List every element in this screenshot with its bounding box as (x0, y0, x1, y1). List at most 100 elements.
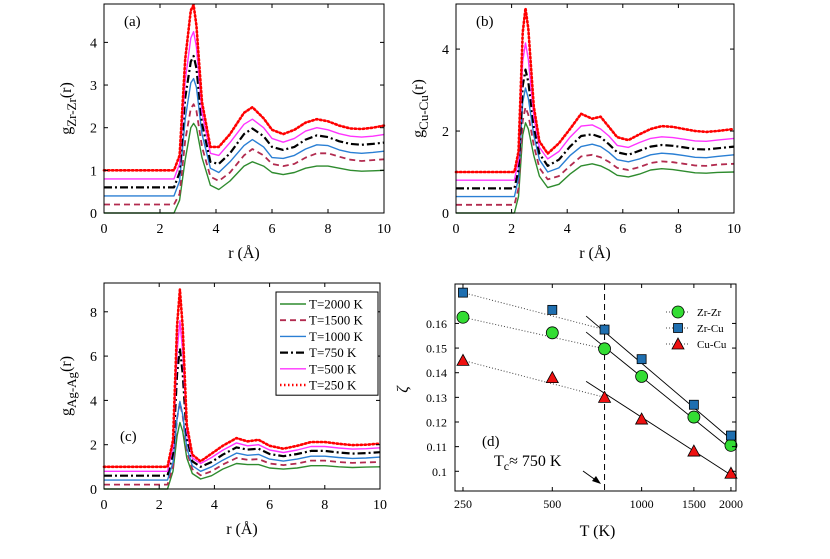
x-tick-label: 10 (727, 222, 741, 237)
y-tick-label: 0.15 (426, 342, 447, 356)
x-tick-label: 10 (373, 498, 387, 513)
plot-frame (454, 283, 737, 492)
y-tick-label: 1 (90, 164, 97, 179)
series-line-t-500-k (456, 42, 735, 181)
y-tick-label: 2 (90, 122, 97, 137)
data-point-cu-cu (724, 466, 738, 479)
x-tick-label: 8 (675, 222, 682, 237)
x-tick-label: 6 (266, 498, 273, 513)
fit-low-line (462, 316, 605, 350)
x-tick-label: 4 (564, 222, 571, 237)
x-axis-label: r (Å) (228, 244, 260, 262)
panel-d: 250 500 1000 1500 2000 0.1 0.11 0.12 0.13 0.14 0.1… (395, 283, 743, 540)
legend-label: T=1000 K (309, 329, 364, 344)
y-tick-label: 0.13 (426, 391, 447, 405)
fit-low-line (462, 292, 605, 331)
x-axis-label: r (Å) (579, 244, 611, 262)
series-line-t-1000-k (104, 400, 381, 481)
y-tick-label: 0.12 (426, 416, 447, 430)
x-tick-label: 0 (101, 498, 108, 513)
x-tick-label: 4 (213, 222, 220, 237)
panel-label: (d) (482, 434, 500, 450)
plot-frame (103, 282, 381, 490)
data-point-zr-cu (599, 324, 610, 335)
y-tick-label: 4 (442, 43, 449, 58)
series-line-t-1000-k (104, 77, 385, 197)
legend-label: T=750 K (309, 345, 357, 360)
plot-frame (103, 3, 385, 214)
data-point-zr-zr (456, 310, 470, 324)
panel-label: (c) (120, 429, 137, 445)
data-point-cu-cu (597, 390, 612, 403)
fit-low-line (462, 359, 605, 398)
x-tick-label: 0 (101, 222, 108, 237)
y-tick-label: 2 (90, 439, 97, 454)
legend-label: T=1500 K (309, 313, 364, 328)
data-point-zr-cu (636, 354, 647, 365)
x-tick-label: 1000 (630, 497, 654, 511)
series-line-t-250-k (102, 288, 382, 469)
x-tick-label: 6 (269, 222, 276, 237)
data-point-cu-cu (545, 370, 559, 384)
x-tick-label: 4 (211, 498, 218, 513)
legend-label: T=500 K (309, 361, 357, 376)
plot-frame (455, 3, 735, 214)
data-point-zr-zr (635, 370, 649, 383)
y-axis-label: gCu-Cu(r) (410, 79, 431, 138)
series-line-t-1500-k (456, 106, 735, 206)
x-tick-label: 8 (321, 498, 328, 513)
y-tick-label: 6 (90, 350, 97, 365)
y-tick-label: 0 (442, 207, 449, 222)
data-point-cu-cu (634, 412, 649, 425)
data-point-zr-zr (598, 342, 611, 356)
y-tick-label: 0 (90, 207, 97, 222)
y-tick-label: 3 (90, 79, 97, 94)
y-tick-label: 0.1 (432, 465, 447, 479)
x-tick-label: 2000 (719, 497, 743, 511)
data-point-zr-zr (724, 439, 738, 452)
y-tick-label: 2 (442, 125, 449, 140)
series-line-t-2000-k (456, 122, 735, 214)
legend-label: Zr-Cu (697, 323, 724, 335)
series-line-t-500-k (104, 31, 385, 180)
series-line-t-1500-k (104, 103, 385, 206)
data-point-zr-cu (726, 430, 736, 441)
data-point-cu-cu (456, 353, 470, 366)
series-line-t-750-k (104, 347, 381, 477)
data-point-zr-zr (545, 326, 559, 340)
x-tick-label: 2 (508, 222, 515, 237)
tc-annotation: Tc≈ 750 K (494, 453, 562, 473)
data-point-zr-cu (458, 287, 468, 298)
series-line-t-750-k (104, 54, 385, 189)
data-point-zr-zr (687, 410, 701, 424)
x-axis-label: r (Å) (226, 520, 258, 538)
legend-marker (671, 337, 685, 350)
y-axis-label: gAg-Ag(r) (58, 356, 79, 416)
y-axis-label: ζ (395, 385, 412, 393)
x-tick-label: 500 (543, 497, 561, 511)
y-tick-label: 0.14 (426, 366, 447, 380)
data-point-cu-cu (687, 444, 701, 457)
legend-label: Cu-Cu (697, 339, 727, 351)
x-tick-label: 2 (156, 498, 163, 513)
legend-label: T=250 K (309, 378, 357, 393)
panel-a: 0 2 4 6 8 10 0 1 2 3 4 r (Å) gZr-Zr(r) (a) (58, 3, 391, 262)
x-tick-label: 6 (619, 222, 626, 237)
legend-marker (673, 323, 683, 333)
y-tick-label: 0.11 (426, 440, 447, 454)
series-line-t-250-k (102, 3, 386, 172)
x-tick-label: 10 (377, 222, 391, 237)
series-line-t-2000-k (104, 421, 381, 490)
y-tick-label: 0 (90, 483, 97, 498)
legend-marker (671, 305, 685, 319)
x-tick-label: 0 (453, 222, 460, 237)
series-line-t-1000-k (456, 87, 735, 198)
y-tick-label: 8 (90, 306, 97, 321)
tc-arrow-head (592, 476, 601, 484)
series-line-t-750-k (456, 68, 735, 190)
x-axis-label: T (K) (580, 523, 616, 540)
legend-label: T=2000 K (309, 297, 364, 312)
data-point-zr-cu (688, 399, 699, 410)
series-line-t-250-k (454, 6, 736, 174)
